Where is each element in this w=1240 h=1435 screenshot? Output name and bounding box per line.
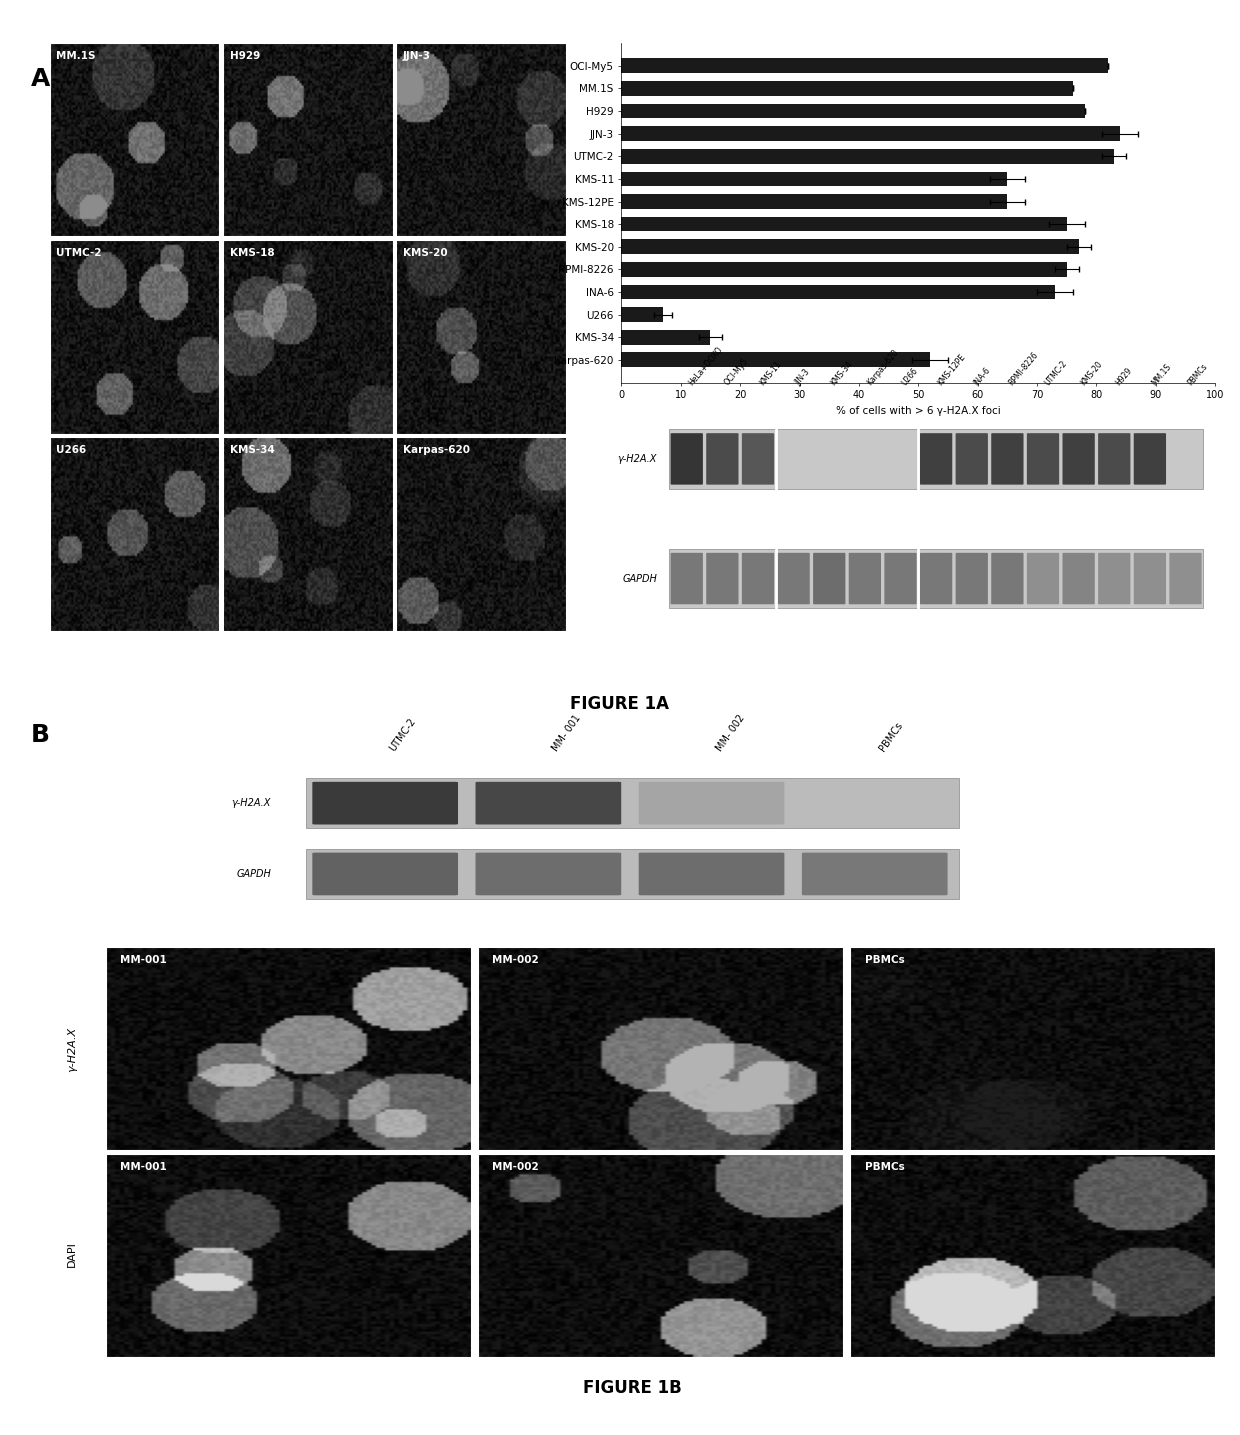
FancyBboxPatch shape	[1063, 433, 1095, 485]
Bar	[668, 548, 1203, 608]
FancyBboxPatch shape	[920, 433, 952, 485]
Text: PBMCs: PBMCs	[864, 954, 904, 964]
Text: MM-001: MM-001	[120, 1162, 167, 1172]
Text: U266: U266	[56, 445, 87, 455]
FancyBboxPatch shape	[777, 552, 810, 604]
Bar	[306, 850, 959, 898]
Text: FIGURE 1B: FIGURE 1B	[583, 1379, 682, 1396]
FancyBboxPatch shape	[848, 552, 882, 604]
Bar	[621, 126, 1120, 141]
FancyBboxPatch shape	[991, 552, 1023, 604]
Text: PBMCs: PBMCs	[864, 1162, 904, 1172]
Text: KMS-18: KMS-18	[229, 248, 274, 258]
Text: RPMI-8226: RPMI-8226	[1007, 350, 1040, 387]
FancyBboxPatch shape	[1099, 433, 1131, 485]
FancyBboxPatch shape	[1027, 433, 1059, 485]
Text: A: A	[31, 67, 51, 90]
Text: GAPDH: GAPDH	[622, 574, 657, 584]
FancyBboxPatch shape	[1063, 552, 1095, 604]
Text: UTMC-2: UTMC-2	[56, 248, 102, 258]
FancyBboxPatch shape	[312, 852, 458, 895]
Text: MM- 001: MM- 001	[551, 713, 583, 753]
Text: B: B	[31, 723, 50, 746]
FancyBboxPatch shape	[475, 782, 621, 825]
FancyBboxPatch shape	[1133, 552, 1166, 604]
Text: γ-H2A.X: γ-H2A.X	[232, 798, 272, 808]
FancyBboxPatch shape	[475, 852, 621, 895]
FancyBboxPatch shape	[742, 433, 774, 485]
Text: UTMC-2: UTMC-2	[1043, 359, 1069, 387]
FancyBboxPatch shape	[920, 552, 952, 604]
FancyBboxPatch shape	[884, 552, 916, 604]
Bar	[621, 194, 1007, 210]
Text: H929: H929	[1115, 366, 1135, 387]
Bar	[621, 330, 711, 344]
Bar	[621, 307, 663, 321]
FancyBboxPatch shape	[671, 552, 703, 604]
Text: MM- 002: MM- 002	[714, 713, 746, 753]
Text: γ-H2A.X: γ-H2A.X	[618, 453, 657, 464]
Text: MM-002: MM-002	[492, 1162, 539, 1172]
Bar	[668, 429, 1203, 489]
FancyBboxPatch shape	[956, 433, 988, 485]
Text: γ-H2A.X: γ-H2A.X	[259, 110, 316, 125]
FancyBboxPatch shape	[1169, 552, 1202, 604]
Bar	[621, 149, 1115, 164]
Bar	[621, 240, 1079, 254]
FancyBboxPatch shape	[1133, 433, 1166, 485]
FancyBboxPatch shape	[1027, 552, 1059, 604]
Text: MM-002: MM-002	[492, 954, 539, 964]
Text: Karpas-620: Karpas-620	[403, 445, 470, 455]
FancyBboxPatch shape	[639, 782, 785, 825]
Text: OCI-My5: OCI-My5	[723, 357, 750, 387]
FancyBboxPatch shape	[707, 552, 739, 604]
Text: KMS-34: KMS-34	[229, 445, 274, 455]
Text: KMS-20: KMS-20	[403, 248, 448, 258]
Text: KMS-11: KMS-11	[758, 359, 784, 387]
FancyBboxPatch shape	[1099, 552, 1131, 604]
Text: γ-H2A.X: γ-H2A.X	[67, 1026, 77, 1072]
Text: FIGURE 1A: FIGURE 1A	[570, 695, 670, 713]
Bar	[621, 172, 1007, 187]
Bar	[621, 217, 1066, 231]
FancyBboxPatch shape	[813, 552, 846, 604]
Text: UTMC-2: UTMC-2	[388, 716, 418, 753]
Bar	[621, 353, 930, 367]
Text: Karpas-620: Karpas-620	[864, 347, 900, 387]
Text: GAPDH: GAPDH	[236, 870, 272, 880]
Text: DAPI: DAPI	[67, 1241, 77, 1267]
FancyBboxPatch shape	[707, 433, 739, 485]
Text: INA-6: INA-6	[972, 366, 992, 387]
FancyBboxPatch shape	[312, 782, 458, 825]
FancyBboxPatch shape	[742, 552, 774, 604]
Text: KMS-12PE: KMS-12PE	[936, 352, 967, 387]
Text: MM.1S: MM.1S	[1149, 362, 1173, 387]
Text: KMS-20: KMS-20	[1079, 359, 1104, 387]
FancyBboxPatch shape	[639, 852, 785, 895]
Text: U266: U266	[900, 366, 920, 387]
Text: PBMCs: PBMCs	[1185, 362, 1209, 387]
Bar	[306, 778, 959, 828]
Bar	[621, 82, 1073, 96]
Text: H929: H929	[229, 50, 260, 60]
Bar	[621, 103, 1085, 119]
Text: JJN-3: JJN-3	[794, 367, 812, 387]
FancyBboxPatch shape	[802, 852, 947, 895]
Text: MM.1S: MM.1S	[56, 50, 95, 60]
Bar	[621, 263, 1066, 277]
Text: PBMCs: PBMCs	[877, 720, 904, 753]
Text: KMS-34: KMS-34	[830, 359, 854, 387]
Text: JJN-3: JJN-3	[403, 50, 430, 60]
FancyBboxPatch shape	[991, 433, 1023, 485]
FancyBboxPatch shape	[671, 433, 703, 485]
Bar	[621, 59, 1109, 73]
Text: MM-001: MM-001	[120, 954, 167, 964]
FancyBboxPatch shape	[956, 552, 988, 604]
X-axis label: % of cells with > 6 γ-H2A.X foci: % of cells with > 6 γ-H2A.X foci	[836, 406, 1001, 416]
Bar	[621, 284, 1055, 300]
Text: HeLa+DOXO: HeLa+DOXO	[687, 344, 724, 387]
